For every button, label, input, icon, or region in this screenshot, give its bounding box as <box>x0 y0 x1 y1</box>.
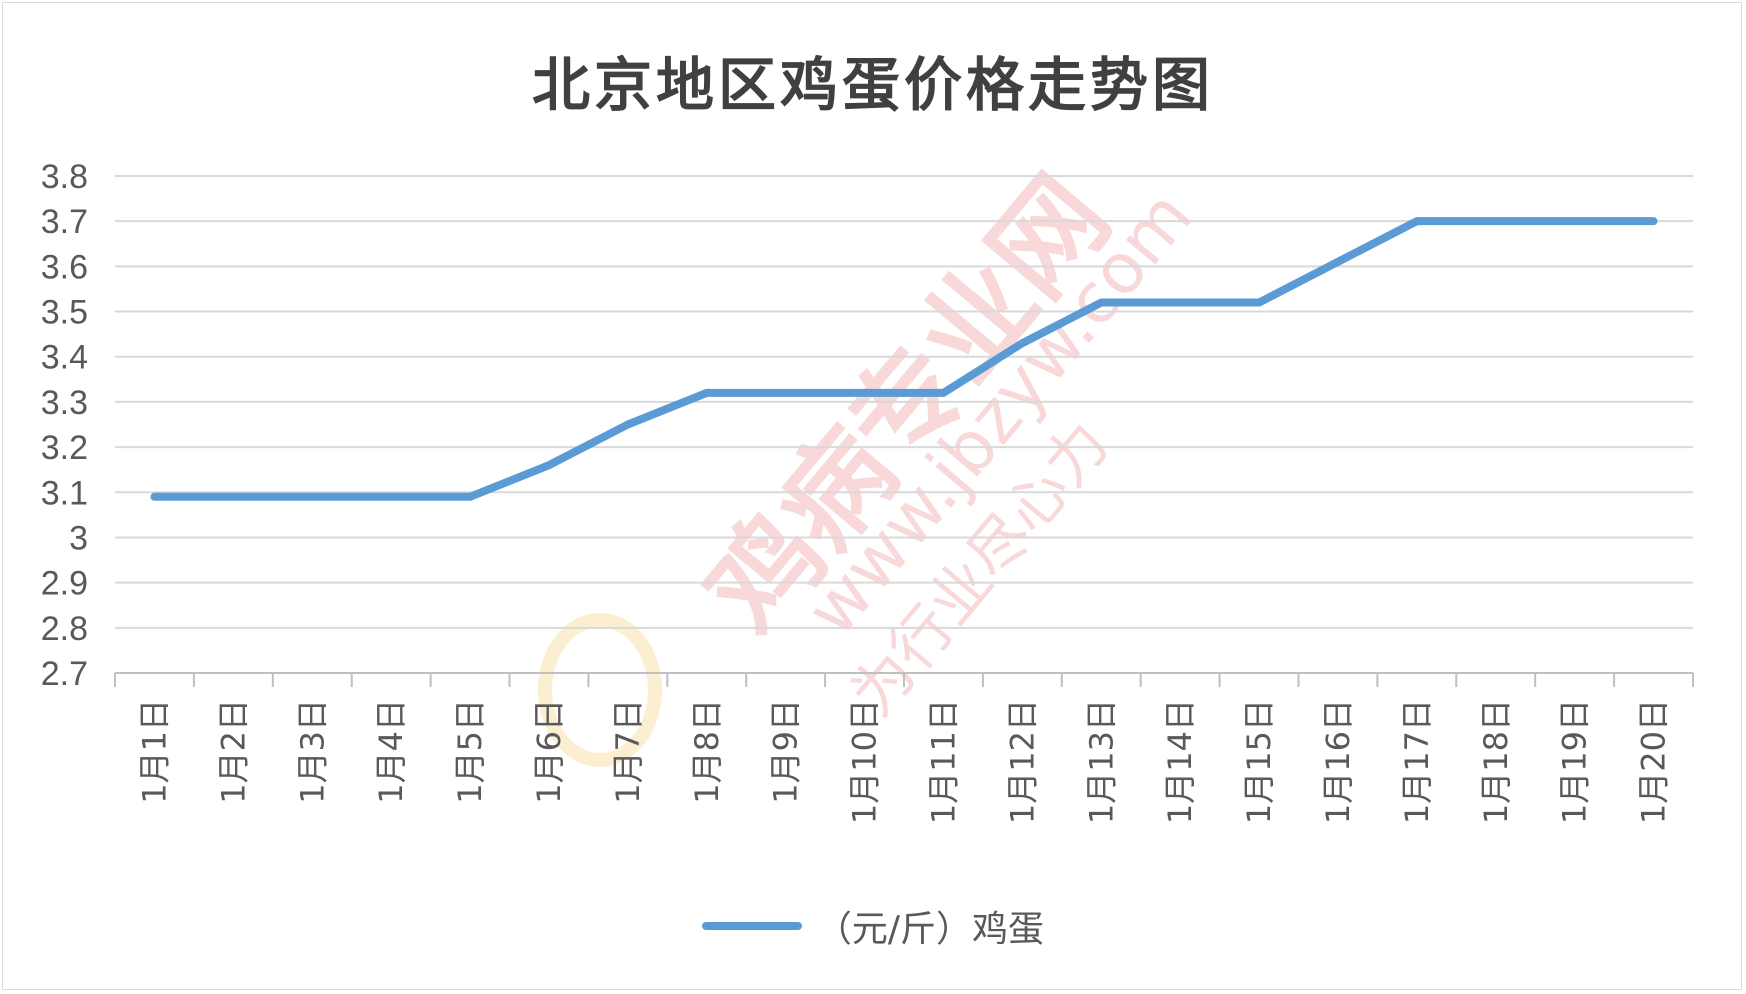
x-tick-label: 1月15日 <box>1240 699 1278 824</box>
x-axis: 1月1日 1月2日 1月3日 1月4日 1月5日 1月6日 1月7日 1月8日 1月9日 1月10… <box>114 672 1694 824</box>
x-tick-label: 1月1日 <box>135 699 173 804</box>
data-point <box>1256 299 1263 306</box>
data-point <box>1571 218 1578 225</box>
data-point <box>1413 218 1420 225</box>
data-point <box>388 493 395 500</box>
y-axis: 3.8 3.7 3.6 3.5 3.4 3.3 3.2 3.1 3 2.9 2.8 2.7 <box>41 158 88 693</box>
data-point <box>940 389 947 396</box>
x-tick-label: 1月8日 <box>688 699 726 804</box>
grid <box>115 175 1693 629</box>
y-tick-label: 2.9 <box>41 565 88 603</box>
x-tick-label: 1月6日 <box>530 699 568 804</box>
data-point <box>1650 218 1657 225</box>
legend-swatch <box>701 922 802 930</box>
data-point <box>861 389 868 396</box>
legend: （元/斤）鸡蛋 <box>0 900 1746 952</box>
watermark-logo <box>538 613 662 767</box>
data-point <box>1334 258 1341 265</box>
watermark: 鸡病专业网 www.jbzyw.com 为行业尽心力 <box>538 153 1208 767</box>
y-tick-label: 3 <box>69 519 88 557</box>
x-tick-label: 1月5日 <box>451 699 489 804</box>
data-point <box>1492 218 1499 225</box>
data-point <box>782 389 789 396</box>
chart-title: 北京地区鸡蛋价格走势图 <box>531 51 1214 119</box>
y-tick-label: 3.3 <box>41 384 88 422</box>
x-tick-label: 1月11日 <box>924 699 962 824</box>
data-point <box>467 493 474 500</box>
data-point <box>1019 340 1026 347</box>
x-tick-label: 1月4日 <box>372 699 410 804</box>
x-tick-label: 1月16日 <box>1319 699 1357 824</box>
data-point <box>151 493 158 500</box>
series <box>150 217 1658 501</box>
x-tick-label: 1月19日 <box>1556 699 1594 824</box>
y-tick-label: 3.7 <box>41 203 88 241</box>
x-tick-label: 1月7日 <box>609 699 647 804</box>
data-point <box>703 389 710 396</box>
y-tick-label: 3.6 <box>41 248 88 286</box>
data-point <box>624 421 631 428</box>
x-tick-label: 1月3日 <box>293 699 331 804</box>
y-tick-label: 2.8 <box>41 610 88 648</box>
x-tick-label: 1月10日 <box>846 699 884 824</box>
data-point <box>309 493 316 500</box>
y-tick-label: 3.1 <box>41 474 88 512</box>
y-tick-label: 3.5 <box>41 294 88 332</box>
y-tick-label: 3.4 <box>41 339 88 377</box>
x-tick-label: 1月9日 <box>767 699 805 804</box>
y-tick-label: 2.7 <box>41 655 88 693</box>
x-tick-label: 1月13日 <box>1082 699 1120 824</box>
x-tick-label: 1月18日 <box>1477 699 1515 824</box>
data-point <box>1098 299 1105 306</box>
x-tick-label: 1月17日 <box>1398 699 1436 824</box>
x-tick-label: 1月14日 <box>1161 699 1199 824</box>
data-point <box>230 493 237 500</box>
data-point <box>1177 299 1184 306</box>
y-tick-label: 3.2 <box>41 429 88 467</box>
data-point <box>545 462 552 469</box>
x-tick-label: 1月12日 <box>1003 699 1041 824</box>
x-tick-label: 1月2日 <box>214 699 252 804</box>
y-tick-label: 3.8 <box>41 158 88 196</box>
legend-label: （元/斤）鸡蛋 <box>815 909 1045 950</box>
x-tick-label: 1月20日 <box>1635 699 1673 824</box>
series-line <box>150 217 1658 501</box>
